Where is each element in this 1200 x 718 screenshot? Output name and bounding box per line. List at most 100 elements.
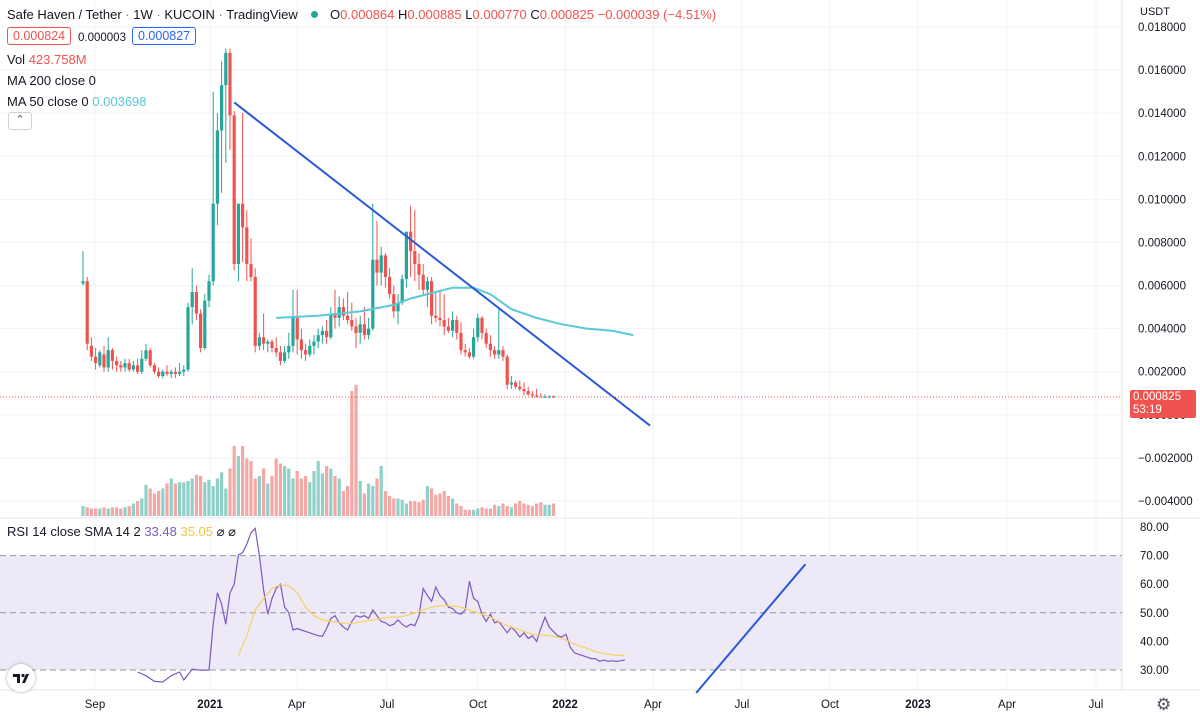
ohlc-o-label: O — [330, 7, 341, 22]
candle-body — [89, 345, 93, 357]
price-tick-label: 0.008000 — [1138, 237, 1186, 249]
buy-price-button[interactable]: 0.000827 — [132, 27, 197, 45]
candle-body — [257, 337, 261, 346]
candle-body — [409, 231, 413, 252]
interval-label[interactable]: 1W — [133, 7, 153, 22]
ohlc-l-value: 0.000770 — [472, 7, 527, 22]
price-axis[interactable]: 0.018000 0.016000 0.014000 0.012000 0.010000… — [1138, 22, 1193, 508]
ma200-legend[interactable]: MA 200 close 0 — [7, 73, 96, 88]
rsi-line — [137, 527, 625, 683]
price-tick-label: 0.016000 — [1138, 65, 1186, 77]
candle-body — [446, 326, 450, 331]
rsi-legend[interactable]: RSI 14 close SMA 14 2 33.48 35.05 ⌀ ⌀ — [7, 524, 236, 540]
collapse-legend-button[interactable]: ⌃ — [8, 112, 32, 130]
symbol-name[interactable]: Safe Haven / Tether — [7, 7, 122, 22]
volume-bar — [241, 446, 245, 516]
candle-body — [119, 365, 123, 368]
candle-body — [144, 350, 148, 359]
candle-body — [375, 259, 379, 273]
trendline-drawing[interactable] — [233, 101, 651, 427]
candle-body — [173, 371, 177, 374]
volume-bar — [484, 508, 488, 516]
time-axis[interactable]: Sep 2021 Apr Jul Oct 2022 Apr Jul Oct 2023 Apr Jul — [85, 699, 1104, 711]
candle-body — [493, 350, 497, 355]
volume-bar — [157, 491, 161, 516]
price-tick-label: 0.006000 — [1138, 281, 1186, 293]
volume-bar — [299, 478, 303, 516]
candle-body — [404, 231, 408, 280]
volume-legend[interactable]: Vol 423.758M — [7, 52, 87, 68]
volume-bar — [291, 478, 295, 516]
candle-body — [535, 395, 539, 397]
volume-bar — [190, 478, 194, 516]
candle-body — [190, 292, 194, 308]
time-tick-label: Apr — [288, 699, 306, 711]
sell-price-button[interactable]: 0.000824 — [7, 27, 72, 45]
candle-body — [102, 354, 106, 368]
volume-bar — [207, 479, 211, 516]
rsi-tick-label: 60.00 — [1140, 579, 1169, 591]
volume-bar — [287, 468, 291, 516]
volume-bar — [451, 498, 455, 516]
volume-bar — [312, 471, 316, 516]
time-tick-label: Oct — [821, 699, 840, 711]
volume-bar — [236, 456, 240, 516]
rsi-tick-label: 70.00 — [1140, 551, 1169, 563]
volume-bar — [140, 498, 144, 516]
volume-bar — [400, 499, 404, 516]
candle-body — [543, 396, 547, 398]
candle-body — [182, 369, 186, 372]
candle-body — [295, 317, 299, 340]
candle-body — [530, 394, 534, 396]
volume-bar — [131, 503, 135, 516]
candle-body — [379, 255, 383, 273]
ma50-label: MA 50 close 0 — [7, 94, 89, 109]
currency-label[interactable]: USDT — [1140, 6, 1170, 18]
candle-body — [480, 317, 484, 333]
settings-gear-icon[interactable]: ⚙ — [1156, 695, 1172, 714]
volume-bar — [476, 508, 480, 516]
candle-body — [421, 274, 425, 290]
candle-body — [467, 352, 471, 357]
volume-bar — [102, 507, 106, 516]
volume-bar — [85, 507, 89, 516]
candle-body — [316, 335, 320, 342]
rsi-tick-label: 50.00 — [1140, 608, 1169, 620]
ohlc-h-value: 0.000885 — [407, 7, 462, 22]
rsi-axis: 80.00 70.00 60.00 50.00 40.00 30.00 — [1140, 522, 1169, 677]
candle-body — [509, 382, 513, 385]
volume-bar — [123, 507, 127, 516]
volume-bar — [514, 503, 518, 516]
volume-bar — [203, 482, 207, 516]
volume-bar — [421, 499, 425, 516]
candle-body — [442, 320, 446, 327]
candle-body — [438, 317, 442, 321]
candle-body — [123, 363, 127, 368]
volume-bar — [228, 468, 232, 516]
volume-bar — [417, 502, 421, 516]
candle-body — [484, 332, 488, 344]
volume-bar — [346, 486, 350, 516]
candle-body — [241, 203, 245, 228]
candle-body — [220, 85, 224, 131]
candle-body — [98, 352, 102, 366]
volume-bar — [551, 503, 555, 516]
candle-body — [333, 313, 337, 318]
candle-body — [518, 386, 522, 389]
candle-body — [211, 203, 215, 282]
volume-bar — [371, 486, 375, 516]
candle-body — [224, 52, 228, 86]
volume-bar — [295, 471, 299, 516]
candle-body — [169, 371, 173, 374]
volume-bar — [425, 486, 429, 516]
volume-bars — [81, 384, 555, 516]
candle-body — [85, 281, 89, 344]
volume-bar — [308, 482, 312, 516]
time-tick-label: 2022 — [552, 699, 578, 711]
candle-body — [161, 371, 165, 377]
tradingview-logo[interactable] — [7, 664, 35, 692]
ma50-legend[interactable]: MA 50 close 0 0.003698 — [7, 94, 147, 110]
ohlc-l-label: L — [465, 7, 473, 22]
volume-bar — [316, 461, 320, 516]
